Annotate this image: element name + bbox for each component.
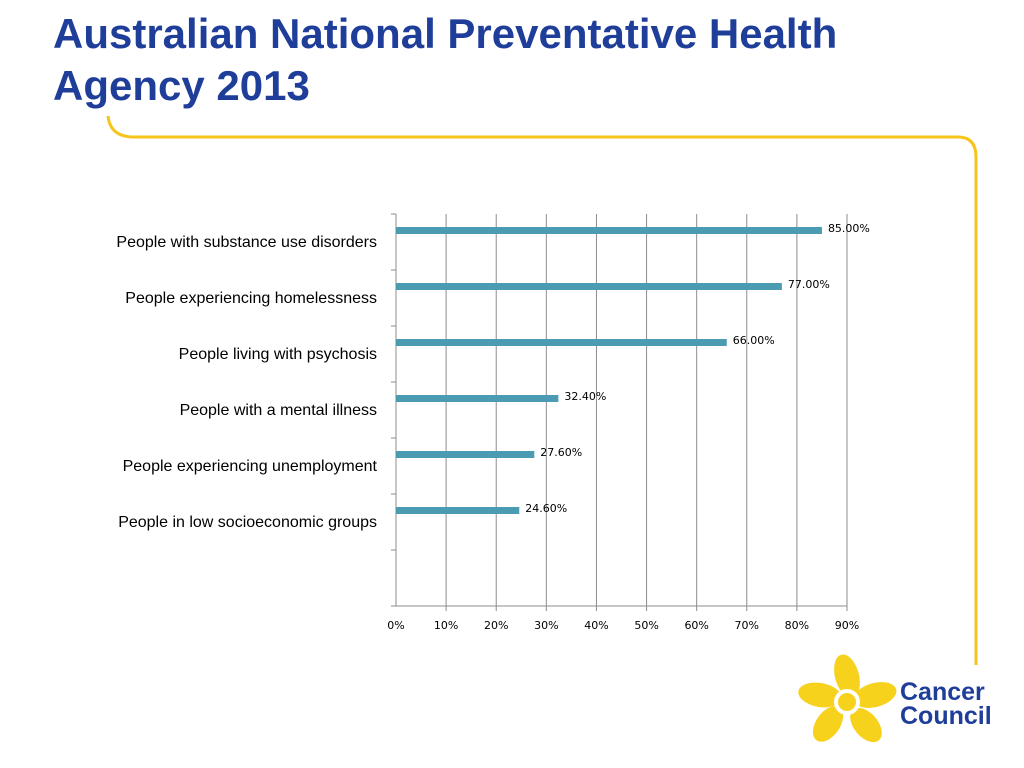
data-label: 85.00% — [828, 222, 870, 235]
category-label: People experiencing homelessness — [125, 290, 377, 307]
data-label: 32.40% — [564, 390, 606, 403]
data-label: 66.00% — [733, 334, 775, 347]
data-label: 24.60% — [525, 502, 567, 515]
bar — [396, 283, 782, 290]
data-label: 77.00% — [788, 278, 830, 291]
chart-gridlines — [445, 214, 848, 611]
bar — [396, 395, 559, 402]
logo-line-1: Cancer — [900, 678, 985, 706]
data-label: 27.60% — [540, 446, 582, 459]
bar — [396, 507, 520, 514]
bar — [396, 451, 535, 458]
x-tick-label: 70% — [735, 619, 759, 632]
x-tick-label: 80% — [785, 619, 809, 632]
x-tick-label: 50% — [634, 619, 658, 632]
x-tick-label: 10% — [434, 619, 458, 632]
category-label: People experiencing unemployment — [123, 458, 378, 475]
chart-bars — [396, 227, 822, 514]
x-tick-label: 60% — [684, 619, 708, 632]
daffodil-icon — [798, 654, 897, 743]
x-tick-label: 90% — [835, 619, 859, 632]
bar — [396, 227, 822, 234]
logo-line-2: Council — [900, 702, 992, 730]
category-label: People with substance use disorders — [116, 234, 377, 251]
category-label: People living with psychosis — [179, 346, 377, 363]
chart-labels: 0% 10% 20% 30% 40% 50% 60% 70% 80% 90% 85.00% Peopl… — [116, 222, 869, 632]
slide-title: Australian National Preventative Health … — [53, 10, 838, 109]
bar — [396, 339, 727, 346]
cancer-council-logo: Cancer Council — [798, 654, 992, 743]
category-label: People in low socioeconomic groups — [118, 514, 377, 531]
x-tick-label: 0% — [387, 619, 404, 632]
x-tick-label: 30% — [534, 619, 558, 632]
x-tick-label: 20% — [484, 619, 508, 632]
chart-axes — [391, 213, 847, 607]
x-tick-label: 40% — [584, 619, 608, 632]
category-label: People with a mental illness — [180, 402, 377, 419]
